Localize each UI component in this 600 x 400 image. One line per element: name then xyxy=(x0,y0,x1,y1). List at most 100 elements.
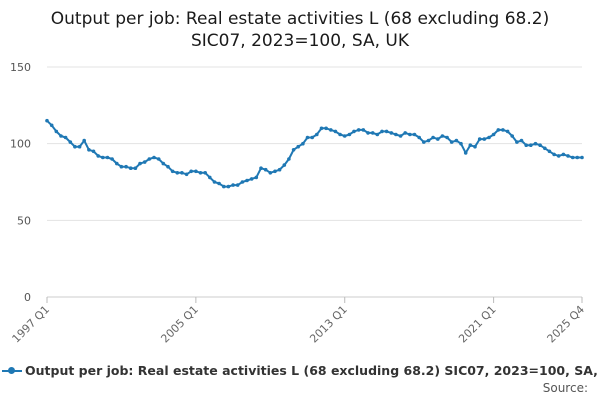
data-point xyxy=(91,149,96,154)
data-point xyxy=(440,134,445,138)
data-point xyxy=(263,167,268,172)
legend-swatch xyxy=(2,364,22,378)
data-point xyxy=(408,132,412,137)
data-point xyxy=(54,129,59,134)
data-point xyxy=(524,143,528,147)
data-point xyxy=(431,135,435,140)
data-point xyxy=(473,144,477,149)
source-label: Source: xyxy=(542,381,588,395)
data-point xyxy=(217,181,221,186)
data-point xyxy=(356,128,361,132)
x-tick-label: 1997 Q1 xyxy=(10,303,53,346)
x-tick-label: 2005 Q1 xyxy=(158,303,201,346)
data-point xyxy=(501,128,505,132)
data-point xyxy=(515,140,519,144)
data-point xyxy=(254,175,259,180)
chart-title-line-2: SIC07, 2023=100, SA, UK xyxy=(190,31,409,51)
data-point xyxy=(222,184,226,189)
data-point xyxy=(380,129,384,134)
data-point xyxy=(296,144,301,149)
data-point xyxy=(580,155,584,160)
data-point xyxy=(198,171,203,175)
data-point xyxy=(240,180,245,184)
data-point xyxy=(445,135,449,140)
data-point xyxy=(352,129,356,134)
data-point xyxy=(547,149,552,154)
data-point xyxy=(370,131,375,135)
data-point xyxy=(259,166,263,170)
data-point xyxy=(342,134,347,138)
data-point xyxy=(59,134,63,138)
x-tick-label: 2021 Q1 xyxy=(456,303,499,346)
data-point xyxy=(496,128,501,132)
data-point xyxy=(115,161,119,166)
data-point xyxy=(180,171,184,175)
data-point xyxy=(315,132,319,137)
data-point xyxy=(459,141,463,146)
data-point xyxy=(273,169,277,174)
y-tick-label: 150 xyxy=(10,61,31,74)
data-point xyxy=(436,137,440,141)
data-point xyxy=(87,148,91,152)
data-point xyxy=(208,175,212,180)
data-point xyxy=(366,131,370,135)
data-point xyxy=(468,143,473,147)
data-point xyxy=(63,135,68,140)
data-point xyxy=(77,144,82,149)
data-point xyxy=(510,134,514,138)
data-point xyxy=(422,140,426,144)
data-point xyxy=(287,157,291,161)
data-point xyxy=(543,146,547,151)
data-point xyxy=(166,164,170,169)
data-point xyxy=(575,155,580,160)
data-point xyxy=(538,143,542,147)
legend: Output per job: Real estate activities L… xyxy=(2,363,600,378)
data-point xyxy=(175,171,180,175)
data-point xyxy=(529,143,533,147)
series xyxy=(45,118,584,189)
data-point xyxy=(417,135,422,140)
data-point xyxy=(384,129,389,134)
data-point xyxy=(329,128,333,132)
data-point xyxy=(482,137,487,141)
data-point xyxy=(347,132,352,137)
data-point xyxy=(301,141,305,146)
data-point xyxy=(249,177,254,181)
data-point xyxy=(477,137,482,141)
chart-title-line-1: Output per job: Real estate activities L… xyxy=(50,9,550,29)
data-point xyxy=(310,135,315,140)
data-point xyxy=(189,169,193,174)
data-point xyxy=(338,132,342,137)
data-point xyxy=(519,138,524,143)
data-point xyxy=(138,161,142,166)
data-point xyxy=(398,134,403,138)
data-point xyxy=(128,166,133,170)
data-point xyxy=(319,126,324,131)
data-point xyxy=(268,171,273,175)
data-point xyxy=(449,140,454,144)
data-point xyxy=(277,167,282,172)
data-point xyxy=(556,154,561,158)
data-point xyxy=(110,157,114,161)
data-point xyxy=(426,138,431,143)
y-tick-label: 0 xyxy=(24,291,31,304)
data-point xyxy=(463,151,468,155)
data-point xyxy=(68,140,73,144)
data-point xyxy=(161,161,166,166)
data-point xyxy=(133,166,138,170)
y-tick-label: 50 xyxy=(17,214,31,227)
y-axis: 0 50 100 150 xyxy=(10,61,31,304)
data-point xyxy=(101,155,105,160)
data-point xyxy=(361,128,366,132)
x-tick-label: 2013 Q1 xyxy=(307,303,350,346)
data-point xyxy=(375,132,380,137)
data-point xyxy=(394,132,398,137)
data-point xyxy=(454,138,459,143)
data-point xyxy=(389,131,394,135)
data-point xyxy=(552,152,556,157)
data-point xyxy=(505,129,510,134)
data-point xyxy=(291,148,296,152)
data-point xyxy=(491,132,496,137)
data-point xyxy=(105,155,110,160)
